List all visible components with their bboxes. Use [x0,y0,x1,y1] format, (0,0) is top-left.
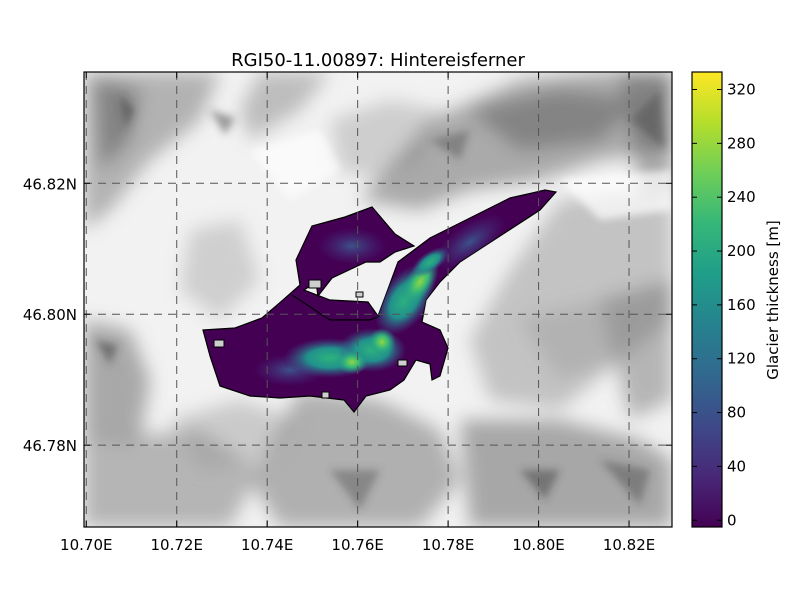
colorbar-tick-label: 120 [727,350,756,368]
colorbar-fill [692,72,722,527]
x-tick-label: 10.76E [331,536,383,554]
x-tick-label: 10.82E [603,536,655,554]
colorbar-tick-label: 200 [727,242,756,260]
colorbar-tick-label: 40 [727,457,746,475]
map-frame [83,71,673,528]
colorbar-gradient [692,72,722,527]
glacier-thickness-layer [202,189,558,413]
colorbar-frame [691,71,723,528]
colorbar: 0 40 80 120 160 200 240 280 320 Glacier thicknes… [691,71,782,529]
x-tick-label: 10.80E [512,536,564,554]
x-tick-label: 10.78E [422,536,474,554]
map-panel [84,72,672,527]
colorbar-tick-label: 160 [727,296,756,314]
y-tick-label: 46.82N [23,175,77,193]
y-tick-label: 46.80N [23,306,77,324]
x-tick-label: 10.72E [151,536,203,554]
y-tick-label: 46.78N [23,437,77,455]
colorbar-tick-label: 320 [727,81,756,99]
colorbar-tick-label: 0 [727,511,737,529]
map-title: RGI50-11.00897: Hintereisferner [231,50,525,71]
x-tick-label: 10.70E [60,536,112,554]
grid-lines [84,72,672,527]
colorbar-tick-label: 80 [727,404,746,422]
x-tick-label: 10.74E [241,536,293,554]
hillshade-basemap [84,72,672,527]
y-axis: 46.82N 46.80N 46.78N [23,175,672,455]
x-axis: 10.70E 10.72E 10.74E 10.76E 10.78E 10.80E 10.8… [60,72,655,554]
colorbar-ticks: 0 40 80 120 160 200 240 280 320 [692,81,756,529]
colorbar-tick-label: 240 [727,188,756,206]
colorbar-label: Glacier thickness [m] [764,220,782,380]
colorbar-tick-label: 280 [727,134,756,152]
